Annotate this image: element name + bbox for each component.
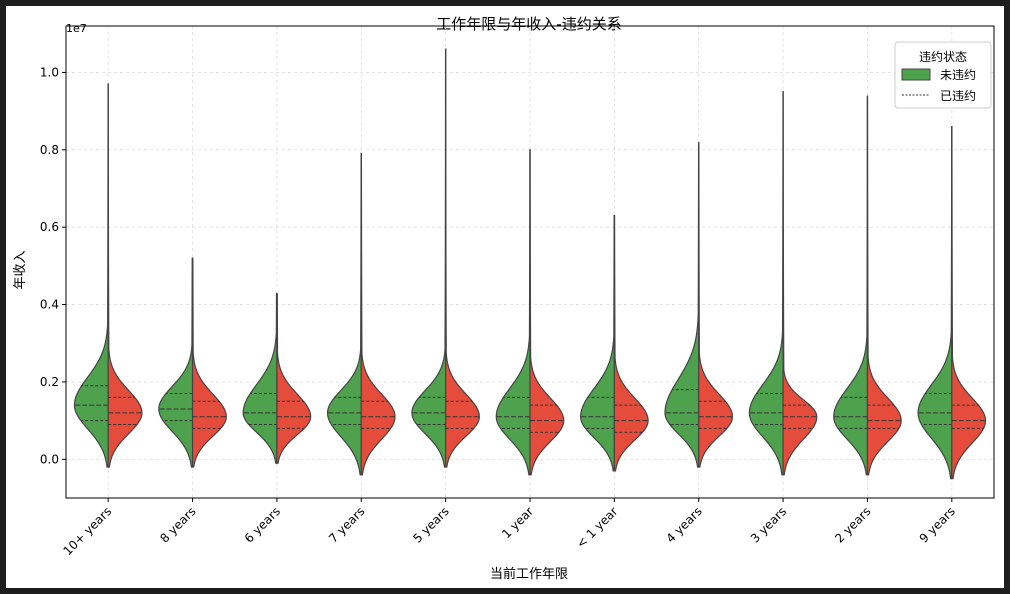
violin-half-defaulted xyxy=(613,214,649,472)
violin-group xyxy=(73,48,987,480)
violin-half-defaulted xyxy=(698,142,734,468)
violin-half-defaulted xyxy=(951,125,987,480)
legend-label-not-defaulted: 未违约 xyxy=(940,67,976,82)
x-tick-label: 8 years xyxy=(157,504,198,545)
y-tick-label: 1.0 xyxy=(40,65,59,79)
violin-half-not-defaulted xyxy=(664,142,700,468)
x-tick-label: 2 years xyxy=(832,504,873,545)
y-tick-label: 0.2 xyxy=(40,375,59,389)
x-axis-label: 当前工作年限 xyxy=(490,566,568,582)
legend-label-defaulted: 已违约 xyxy=(940,88,976,103)
x-tick-label: 7 years xyxy=(326,504,367,545)
y-tick-label: 0.4 xyxy=(40,298,59,312)
x-tick-label: 4 years xyxy=(663,504,704,545)
legend: 违约状态 未违约 已违约 xyxy=(894,41,992,109)
violin-half-not-defaulted xyxy=(580,214,615,472)
violin-half-not-defaulted xyxy=(411,48,447,468)
violin-half-not-defaulted xyxy=(748,91,784,476)
y-tick-label: 0.8 xyxy=(40,143,59,157)
violin-half-not-defaulted xyxy=(73,83,109,468)
violin-half-defaulted xyxy=(276,292,312,464)
chart-title: 工作年限与年收入-违约关系 xyxy=(436,15,621,33)
legend-title: 违约状态 xyxy=(919,49,967,64)
x-tick-label: 10+ years xyxy=(60,504,114,558)
violin-half-not-defaulted xyxy=(917,125,953,480)
y-axis-label: 年收入 xyxy=(13,250,28,289)
violin-half-not-defaulted xyxy=(495,149,531,476)
violin-half-defaulted xyxy=(782,91,818,476)
violin-half-defaulted xyxy=(866,95,902,476)
violin-half-not-defaulted xyxy=(833,95,869,476)
violin-half-defaulted xyxy=(107,83,143,468)
violin-half-defaulted xyxy=(445,48,480,468)
violin-half-defaulted xyxy=(360,153,396,476)
x-tick-label: 1 year xyxy=(499,504,536,541)
chart-figure: 工作年限与年收入-违约关系 0.0 0.2 0.4 0.6 0.8 1.0 10+ yea… xyxy=(6,6,1004,588)
y-tick-label: 0.0 xyxy=(40,452,59,466)
violin-chart: 工作年限与年收入-违约关系 0.0 0.2 0.4 0.6 0.8 1.0 10+ yea… xyxy=(13,15,995,582)
violin-half-not-defaulted xyxy=(326,153,362,476)
legend-swatch-not-defaulted xyxy=(901,68,931,81)
y-tick-label: 0.6 xyxy=(40,220,59,234)
violin-half-defaulted xyxy=(529,149,565,476)
legend-box xyxy=(894,41,992,109)
violin-half-not-defaulted xyxy=(158,257,194,468)
violin-half-defaulted xyxy=(191,257,227,468)
violin-half-not-defaulted xyxy=(242,292,278,464)
x-tick-label: 6 years xyxy=(242,504,283,545)
x-tick-label: < 1 year xyxy=(574,504,621,551)
y-axis: 0.0 0.2 0.4 0.6 0.8 1.0 xyxy=(40,65,66,466)
x-tick-label: 3 years xyxy=(748,504,789,545)
x-tick-label: 5 years xyxy=(410,504,451,545)
y-scale-note: 1e7 xyxy=(66,22,87,35)
x-axis: 10+ years 8 years 6 years 7 years 5 years 1 y… xyxy=(60,498,958,558)
x-tick-label: 9 years xyxy=(917,504,958,545)
